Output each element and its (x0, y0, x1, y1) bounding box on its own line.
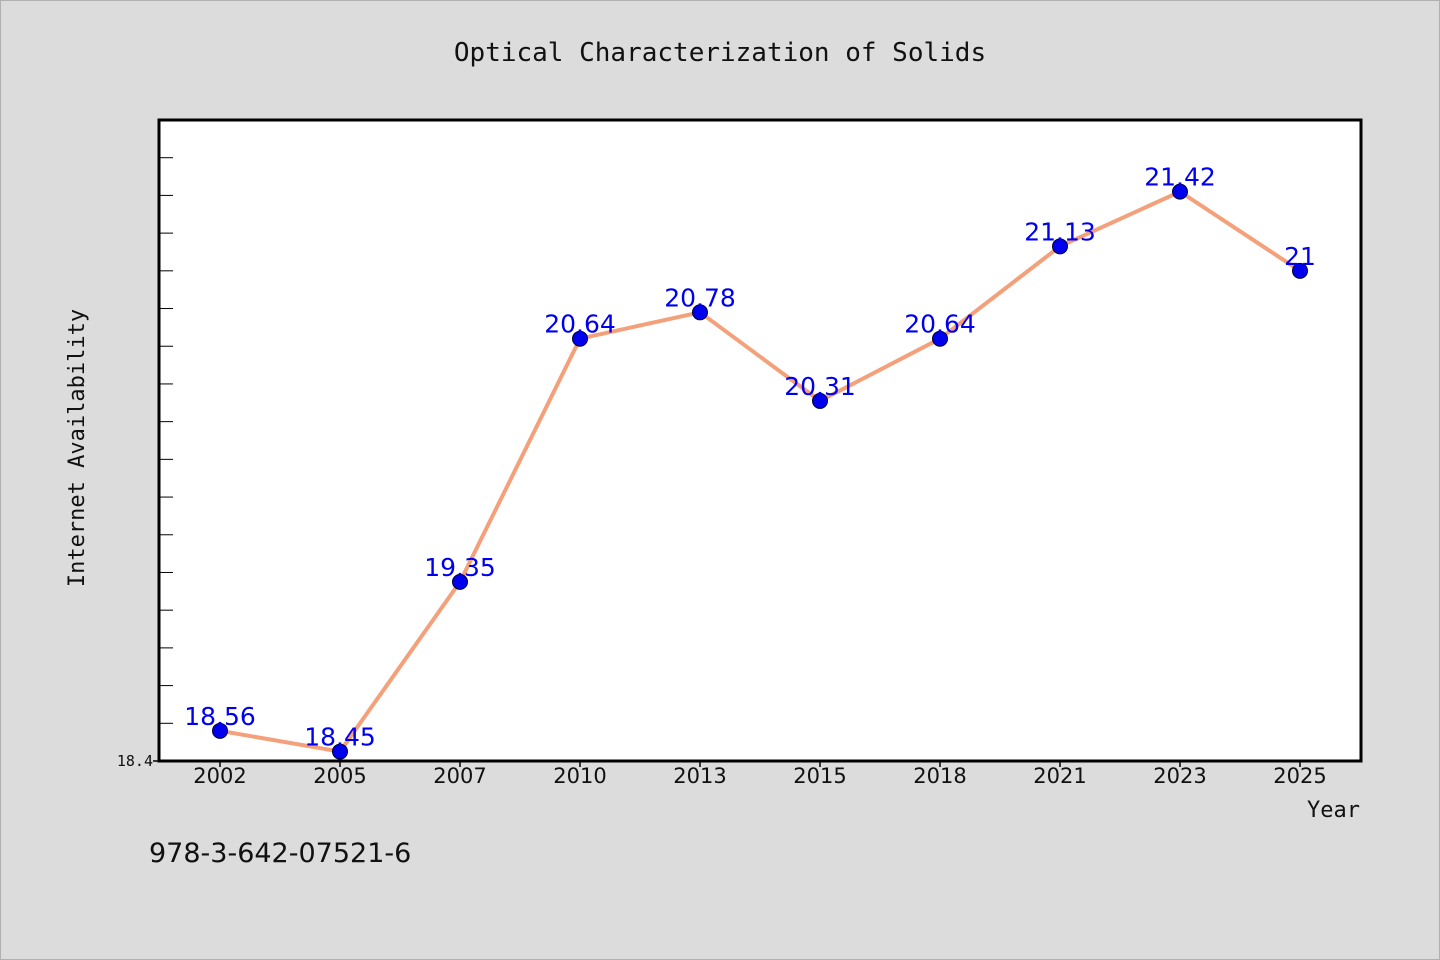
data-point (1052, 238, 1068, 255)
data-label: 18.45 (304, 723, 376, 752)
x-tick-label: 2025 (1273, 764, 1326, 788)
x-axis-title: Year (1307, 798, 1360, 823)
chart-title: Optical Characterization of Solids (454, 38, 986, 68)
data-label: 21.42 (1144, 163, 1216, 192)
data-label: 20.78 (664, 283, 736, 312)
data-label: 21.13 (1024, 217, 1096, 246)
data-point (572, 330, 588, 347)
data-label: 19.35 (424, 553, 496, 582)
x-tick-label: 2010 (553, 764, 606, 788)
data-point (692, 304, 708, 321)
x-tick-label: 2013 (673, 764, 726, 788)
data-point (1292, 262, 1308, 279)
data-point (452, 573, 468, 590)
data-point (1172, 183, 1188, 200)
data-point (812, 392, 828, 409)
x-tick-label: 2002 (193, 764, 246, 788)
data-label: 20.64 (544, 310, 616, 339)
footer-identifier: 978-3-642-07521-6 (149, 838, 411, 869)
x-tick-label: 2018 (913, 764, 966, 788)
x-tick-label: 2015 (793, 764, 846, 788)
data-label: 20.31 (784, 372, 856, 401)
x-tick-label: 2023 (1153, 764, 1206, 788)
data-point (212, 722, 228, 739)
x-axis: 2002 2005 2007 2010 2013 2015 2018 2021 2023 2025 (193, 761, 1327, 788)
y-axis-title: Internet Availability (65, 309, 90, 587)
data-point (332, 743, 348, 760)
y-tick-label: 18.4 (117, 752, 153, 770)
x-tick-label: 2005 (313, 764, 366, 788)
plot-area (157, 118, 1363, 763)
series-line (218, 189, 1302, 754)
series-layer: 18.56 18.45 19.35 20.64 20.78 20.31 20.64 21.13… (184, 163, 1316, 760)
y-axis: 18.4 (117, 157, 173, 770)
data-label: 21 (1284, 242, 1316, 271)
x-tick-label: 2007 (433, 764, 486, 788)
x-tick-label: 2021 (1033, 764, 1086, 788)
data-label: 20.64 (904, 310, 976, 339)
data-label: 18.56 (184, 702, 256, 731)
data-point (932, 330, 948, 347)
